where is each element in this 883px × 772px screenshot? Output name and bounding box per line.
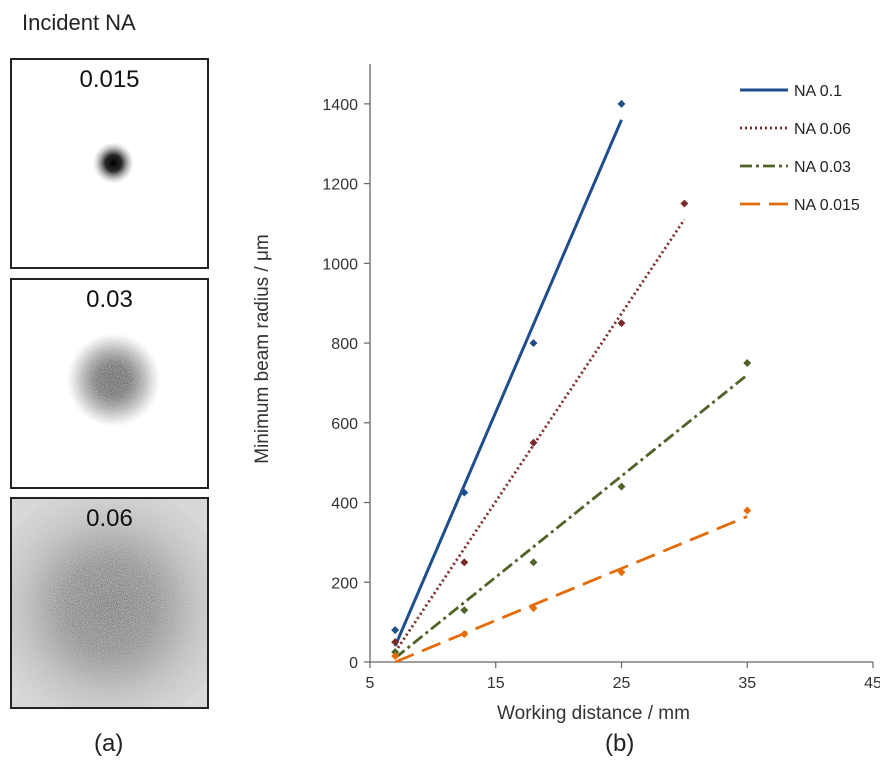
trend-line	[394, 515, 748, 664]
legend-label: NA 0.015	[794, 197, 860, 214]
legend: NA 0.1 NA 0.06 NA 0.03 NA 0.015	[740, 83, 860, 214]
beam-spot-image	[66, 332, 161, 428]
y-tick-label: 1200	[322, 177, 358, 194]
data-point	[391, 652, 400, 660]
data-point	[743, 359, 752, 367]
data-point	[617, 99, 626, 108]
beam-spot-image	[92, 142, 134, 184]
incident-na-title: Incident NA	[22, 10, 136, 35]
data-point	[529, 339, 538, 348]
data-point	[460, 558, 469, 567]
beam-na-label: 0.06	[86, 505, 133, 532]
trend-line	[393, 119, 623, 647]
y-tick-label: 1000	[322, 256, 358, 273]
y-tick-label: 400	[331, 496, 358, 513]
beam-image-panel-0015: 0.015	[10, 58, 209, 269]
x-tick-label: 15	[487, 675, 505, 692]
data-point	[391, 626, 400, 635]
x-tick-label: 45	[864, 675, 880, 692]
x-axis-label: Working distance / mm	[497, 703, 690, 724]
trend-line	[393, 218, 686, 653]
y-tick-label: 0	[349, 655, 358, 672]
y-axis-label: Minimum beam radius / μm	[252, 234, 273, 464]
data-point	[680, 199, 689, 208]
beam-radius-chart: 0 200 400 600 800 1000 1200 1400 5 15 25 35 45 NA 0.…	[252, 64, 880, 724]
data-point	[617, 319, 626, 328]
y-tick-label: 1400	[322, 97, 358, 114]
y-tick-label: 600	[331, 416, 358, 433]
data-point	[529, 438, 538, 447]
legend-label: NA 0.03	[794, 159, 851, 176]
data-point	[743, 506, 752, 515]
y-tick-label: 200	[331, 575, 358, 592]
axes: 0 200 400 600 800 1000 1200 1400 5 15 25 35 45	[322, 64, 880, 692]
x-tick-label: 35	[738, 675, 756, 692]
beam-spot-image	[12, 499, 207, 707]
data-point	[529, 558, 538, 567]
beam-image-panel-006: 0.06	[10, 497, 209, 709]
data-point	[391, 638, 400, 647]
x-tick-label: 5	[366, 675, 375, 692]
y-tick-label: 800	[331, 336, 358, 353]
data-point	[460, 606, 469, 615]
x-tick-label: 25	[613, 675, 631, 692]
legend-label: NA 0.1	[794, 83, 842, 100]
beam-na-label: 0.03	[86, 286, 133, 313]
legend-label: NA 0.06	[794, 121, 851, 138]
data-point	[460, 630, 469, 639]
data-point	[391, 648, 400, 656]
data-point	[617, 482, 626, 491]
data-point	[460, 488, 469, 497]
panel-b-label: (b)	[605, 730, 635, 757]
beam-na-label: 0.015	[79, 66, 140, 93]
beam-image-panel-003: 0.03	[10, 278, 209, 489]
trend-line	[394, 373, 749, 660]
trend-lines	[393, 119, 749, 664]
panel-a-label: (a)	[94, 730, 124, 757]
